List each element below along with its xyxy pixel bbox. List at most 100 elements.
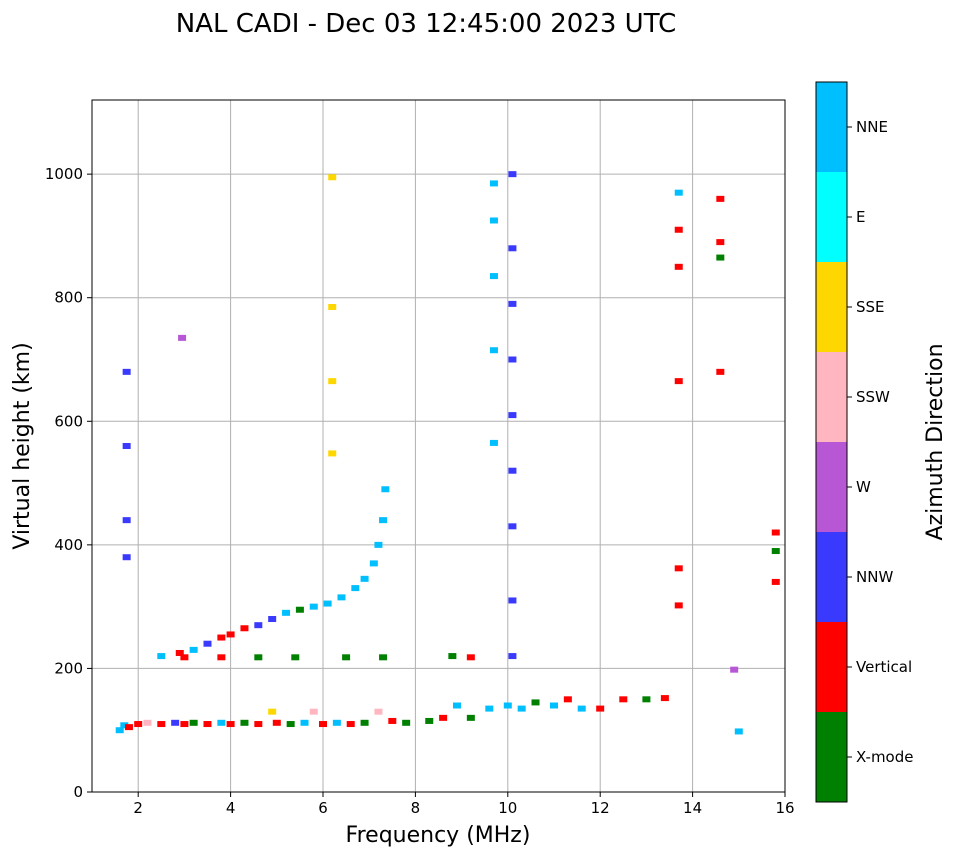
- echo-point: [328, 450, 337, 457]
- echo-point: [115, 727, 124, 734]
- chart-title: NAL CADI - Dec 03 12:45:00 2023 UTC: [176, 9, 676, 39]
- colorbar-border: [815, 81, 848, 803]
- echo-point: [508, 597, 517, 604]
- echo-point: [508, 300, 517, 307]
- echo-point: [716, 254, 725, 261]
- colorbar-segment: [816, 442, 847, 532]
- echo-point: [448, 653, 457, 660]
- echo-point: [485, 705, 494, 712]
- x-tick-label: 16: [775, 799, 794, 817]
- colorbar: X-mode Vertical NNW W SSW SSE E NNE: [815, 81, 913, 803]
- echo-point: [178, 334, 187, 341]
- echo-point: [157, 721, 166, 728]
- echo-point: [157, 653, 166, 660]
- echo-point: [508, 356, 517, 363]
- echo-point: [531, 699, 540, 706]
- echo-point: [619, 696, 628, 703]
- echo-point: [503, 702, 512, 709]
- echo-point: [217, 719, 226, 726]
- echo-point: [124, 724, 133, 731]
- colorbar-tick-label: SSW: [856, 388, 890, 406]
- echo-point: [120, 722, 129, 729]
- echo-point: [328, 378, 337, 385]
- colorbar-segment: [816, 532, 847, 622]
- echo-point: [226, 721, 235, 728]
- echo-point: [388, 717, 397, 724]
- echo-point: [508, 653, 517, 660]
- echo-point: [309, 603, 318, 610]
- echo-point: [508, 523, 517, 530]
- echo-point: [716, 239, 725, 246]
- colorbar-tick-label: Vertical: [856, 658, 912, 676]
- data-points: [115, 171, 780, 735]
- echo-point: [254, 654, 263, 661]
- y-tick-label: 1000: [45, 165, 83, 183]
- echo-point: [351, 585, 360, 592]
- colorbar-segment: [816, 172, 847, 262]
- echo-point: [379, 517, 388, 524]
- echo-point: [489, 180, 498, 187]
- echo-point: [596, 705, 605, 712]
- colorbar-tick-label: E: [856, 208, 865, 226]
- echo-point: [771, 548, 780, 555]
- echo-point: [295, 606, 304, 613]
- echo-point: [489, 439, 498, 446]
- echo-point: [452, 702, 461, 709]
- echo-point: [180, 721, 189, 728]
- echo-point: [272, 719, 281, 726]
- echo-point: [563, 696, 572, 703]
- x-axis-label: Frequency (MHz): [346, 823, 531, 848]
- echo-point: [300, 719, 309, 726]
- echo-point: [550, 702, 558, 709]
- echo-point: [489, 217, 498, 224]
- colorbar-segment: [816, 82, 847, 172]
- y-axis-ticks: 0 200 400 600 800 1000: [45, 165, 92, 801]
- echo-point: [122, 517, 131, 524]
- echo-point: [291, 654, 300, 661]
- echo-point: [489, 273, 498, 280]
- y-axis-label: Virtual height (km): [10, 342, 35, 549]
- echo-point: [360, 719, 369, 726]
- echo-point: [374, 541, 383, 548]
- echo-point: [134, 721, 143, 728]
- echo-point: [346, 721, 355, 728]
- echo-point: [203, 640, 212, 647]
- x-tick-label: 12: [591, 799, 610, 817]
- x-tick-label: 2: [133, 799, 143, 817]
- x-tick-label: 14: [683, 799, 702, 817]
- echo-point: [642, 696, 651, 703]
- echo-point: [771, 529, 780, 536]
- echo-point: [674, 189, 683, 196]
- echo-point: [309, 708, 318, 715]
- echo-point: [143, 719, 152, 726]
- echo-point: [508, 171, 517, 178]
- echo-point: [674, 226, 683, 233]
- echo-point: [716, 368, 725, 375]
- echo-point: [328, 174, 337, 181]
- echo-point: [328, 303, 337, 310]
- colorbar-tick-label: NNW: [856, 568, 893, 586]
- echo-point: [508, 412, 517, 419]
- echo-point: [734, 728, 743, 735]
- echo-point: [122, 443, 131, 449]
- echo-point: [425, 717, 434, 724]
- echo-point: [254, 721, 263, 728]
- colorbar-label: Azimuth Direction: [923, 343, 948, 540]
- echo-point: [466, 654, 475, 661]
- colorbar-tick-label: SSE: [856, 298, 885, 316]
- echo-point: [240, 625, 249, 632]
- echo-point: [189, 646, 198, 653]
- echo-point: [268, 616, 277, 622]
- echo-point: [379, 654, 388, 661]
- y-tick-label: 400: [54, 536, 83, 554]
- echo-point: [466, 714, 475, 721]
- echo-point: [508, 467, 517, 474]
- plot-border: [91, 99, 786, 793]
- y-tick-label: 600: [54, 412, 83, 430]
- echo-point: [730, 666, 739, 673]
- echo-point: [674, 263, 683, 270]
- echo-point: [254, 622, 263, 629]
- y-tick-label: 800: [54, 289, 83, 307]
- echo-point: [517, 705, 526, 712]
